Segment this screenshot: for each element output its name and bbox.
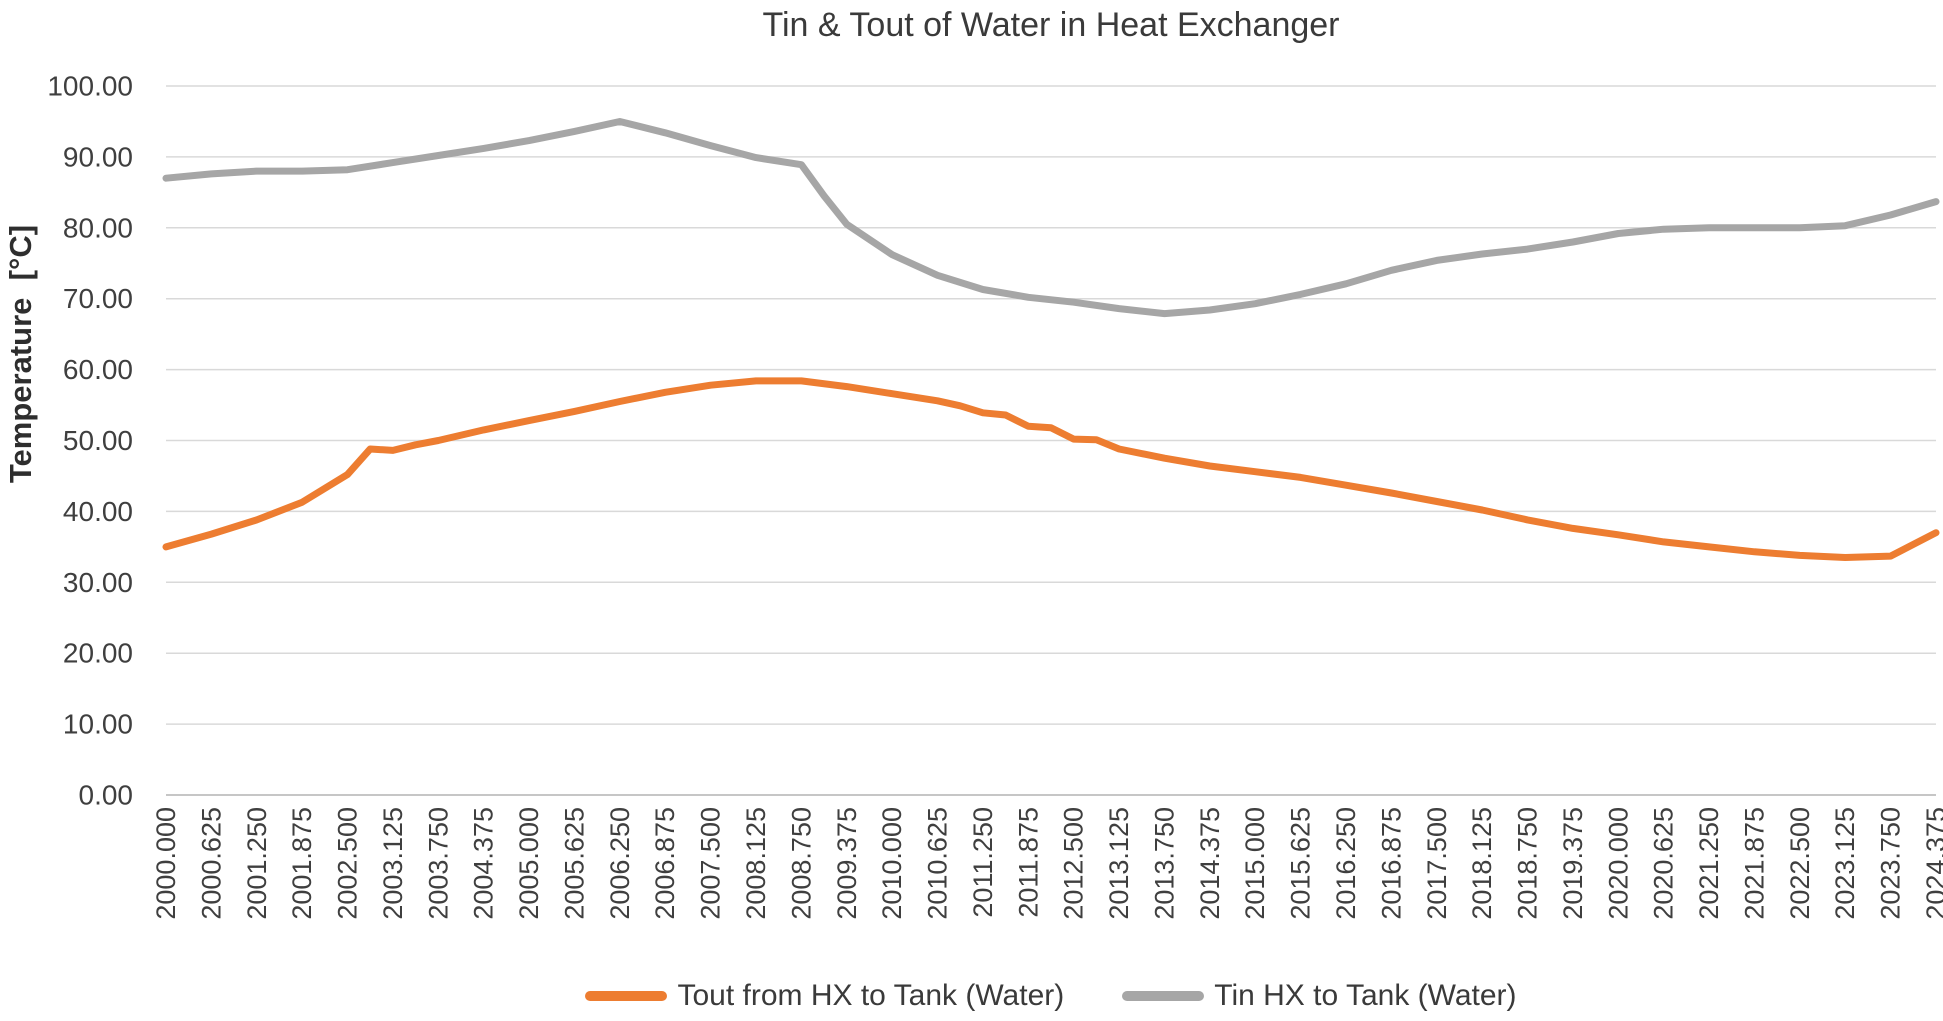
x-tick-label: 2019.375 bbox=[1558, 807, 1588, 920]
x-tick-label: 2018.125 bbox=[1467, 807, 1497, 920]
y-tick-label: 80.00 bbox=[63, 212, 133, 243]
x-tick-label: 2003.750 bbox=[423, 807, 453, 920]
x-tick-label: 2000.625 bbox=[196, 807, 226, 920]
x-tick-label: 2011.875 bbox=[1013, 807, 1043, 918]
x-tick-label: 2021.875 bbox=[1739, 807, 1769, 920]
tout-series-swatch bbox=[585, 991, 668, 1001]
x-tick-label: 2020.000 bbox=[1603, 807, 1633, 920]
y-tick-label: 10.00 bbox=[63, 709, 133, 740]
x-tick-label: 2013.125 bbox=[1104, 807, 1134, 920]
y-tick-label: 70.00 bbox=[63, 283, 133, 314]
x-tick-label: 2009.375 bbox=[832, 807, 862, 920]
y-tick-label: 0.00 bbox=[79, 780, 134, 811]
x-tick-label: 2023.750 bbox=[1876, 807, 1906, 920]
x-tick-label: 2002.500 bbox=[333, 807, 363, 920]
tin-series-line bbox=[162, 118, 1940, 318]
x-tick-label: 2008.750 bbox=[786, 807, 816, 920]
x-tick-label: 2011.250 bbox=[968, 807, 998, 918]
x-tick-label: 2012.500 bbox=[1059, 807, 1089, 920]
x-tick-label: 2018.750 bbox=[1513, 807, 1543, 920]
x-tick-label: 2006.250 bbox=[605, 807, 635, 920]
x-tick-label: 2024.375 bbox=[1921, 807, 1943, 920]
legend-item-tin: Tin HX to Tank (Water) bbox=[1122, 979, 1517, 1013]
x-tick-label: 2005.625 bbox=[559, 807, 589, 920]
x-tick-label: 2016.250 bbox=[1331, 807, 1361, 920]
x-tick-label: 2003.125 bbox=[378, 807, 408, 920]
legend-label-tin: Tin HX to Tank (Water) bbox=[1214, 979, 1517, 1012]
legend-item-tout: Tout from HX to Tank (Water) bbox=[585, 979, 1064, 1013]
chart-title: Tin & Tout of Water in Heat Exchanger bbox=[762, 6, 1340, 44]
x-tick-label: 2023.125 bbox=[1830, 807, 1860, 920]
x-tick-label: 2000.000 bbox=[151, 807, 181, 920]
legend: Tout from HX to Tank (Water) Tin HX to T… bbox=[166, 975, 1936, 1017]
x-tick-label: 2013.750 bbox=[1149, 807, 1179, 920]
x-tick-label: 2006.875 bbox=[650, 807, 680, 920]
x-tick-label: 2001.250 bbox=[242, 807, 272, 920]
x-tick-label: 2010.000 bbox=[877, 807, 907, 920]
x-tick-label: 2017.500 bbox=[1422, 807, 1452, 920]
x-tick-label: 2015.625 bbox=[1286, 807, 1316, 920]
x-tick-label: 2005.000 bbox=[514, 807, 544, 920]
x-tick-label: 2016.875 bbox=[1376, 807, 1406, 920]
x-tick-label: 2010.625 bbox=[923, 807, 953, 920]
x-tick-label: 2020.625 bbox=[1649, 807, 1679, 920]
legend-label-tout: Tout from HX to Tank (Water) bbox=[677, 979, 1065, 1012]
x-tick-label: 2007.500 bbox=[696, 807, 726, 920]
y-tick-label: 60.00 bbox=[63, 354, 133, 385]
tout-series-line bbox=[162, 377, 1940, 561]
y-tick-label: 40.00 bbox=[63, 496, 133, 527]
x-tick-label: 2022.500 bbox=[1785, 807, 1815, 920]
x-tick-label: 2015.000 bbox=[1240, 807, 1270, 920]
x-tick-label: 2021.250 bbox=[1694, 807, 1724, 920]
y-tick-label: 30.00 bbox=[63, 567, 133, 598]
x-tick-label: 2004.375 bbox=[469, 807, 499, 920]
y-tick-label: 50.00 bbox=[63, 425, 133, 456]
y-tick-label: 90.00 bbox=[63, 141, 133, 172]
tin-series-swatch bbox=[1122, 991, 1205, 1001]
x-tick-label: 2008.125 bbox=[741, 807, 771, 920]
y-tick-label: 100.00 bbox=[47, 71, 133, 102]
x-tick-label: 2001.875 bbox=[287, 807, 317, 920]
y-tick-label: 20.00 bbox=[63, 638, 133, 669]
x-tick-label: 2014.375 bbox=[1195, 807, 1225, 920]
